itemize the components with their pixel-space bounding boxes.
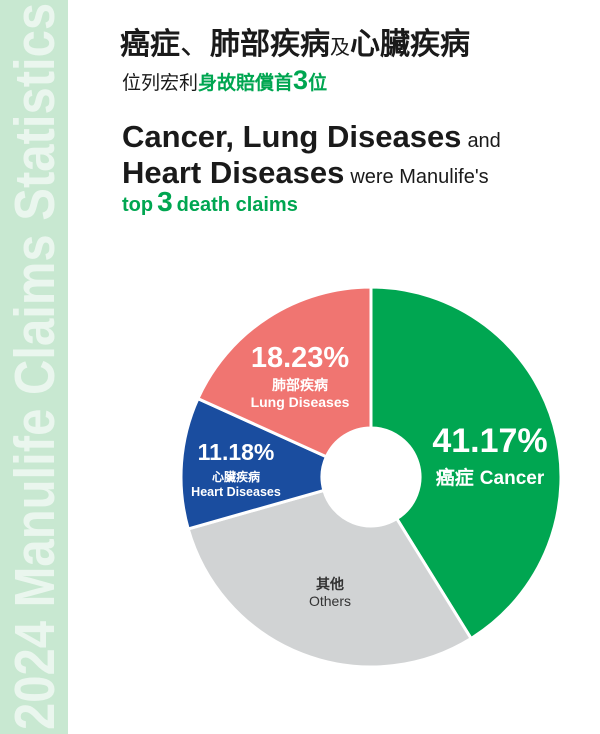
heading-en-line1-rest: and xyxy=(467,130,501,152)
slice-cancer xyxy=(369,285,563,641)
side-band-title: 2024 Manulife Claims Statistics xyxy=(4,2,67,730)
heading-zh-part2: 肺部疾病 xyxy=(210,28,330,61)
subheading-zh: 位列宏利身故賠償首3位 xyxy=(122,67,327,94)
heading-en-line3-number: 3 xyxy=(157,186,173,217)
heading-en-line2-rest: were Manulife's xyxy=(350,166,489,188)
cancer-category-label: 癌症 Cancer xyxy=(436,466,545,489)
heading-zh-separator: 、 xyxy=(180,28,210,61)
heading-en-line3-pre: top xyxy=(122,194,154,216)
cancer-label-zh: 癌症 xyxy=(436,466,474,489)
heading-en-line3-post: death claims xyxy=(176,194,298,216)
donut-chart: 41.17% 癌症 Cancer 18.23% 肺部疾病 Lung Disease… xyxy=(179,285,563,669)
subheading-zh-suffix: 位 xyxy=(308,73,328,94)
heading-zh-part1: 癌症 xyxy=(120,28,180,61)
heading-en-line2: Heart Diseases were Manulife's xyxy=(122,157,489,188)
slice-lung-diseases xyxy=(196,285,373,459)
heading-en-line2-bold: Heart Diseases xyxy=(122,155,345,190)
heart-label-en: Heart Diseases xyxy=(191,485,281,499)
slice-heart-diseases xyxy=(179,397,328,531)
lung-label-zh: 肺部疾病 xyxy=(272,377,328,393)
heading-zh-part3: 心臟疾病 xyxy=(350,28,470,61)
heading-zh-conjunction: 及 xyxy=(330,37,350,59)
heading-en-line3: top 3 death claims xyxy=(122,188,298,216)
cancer-label-en: Cancer xyxy=(480,468,545,489)
heading-en-line1-bold: Cancer, Lung Diseases xyxy=(122,119,462,154)
lung-label-en: Lung Diseases xyxy=(251,394,350,410)
subheading-zh-prefix: 位列宏利 xyxy=(122,73,199,94)
subheading-zh-highlight: 身故賠償首 xyxy=(198,73,294,94)
subheading-zh-number: 3 xyxy=(293,65,309,95)
side-band: 2024 Manulife Claims Statistics xyxy=(0,0,68,734)
heading-zh: 癌症、肺部疾病及心臟疾病 xyxy=(120,30,470,60)
heart-value-label: 11.18% xyxy=(198,439,275,465)
cancer-value-label: 41.17% xyxy=(432,422,547,460)
slice-others xyxy=(186,488,473,669)
heart-label-zh: 心臟疾病 xyxy=(212,469,260,484)
heading-en-line1: Cancer, Lung Diseases and xyxy=(122,121,501,152)
others-label-zh: 其他 xyxy=(316,576,344,592)
others-label-en: Others xyxy=(309,593,351,609)
donut-slices xyxy=(179,285,563,669)
lung-value-label: 18.23% xyxy=(251,342,350,374)
